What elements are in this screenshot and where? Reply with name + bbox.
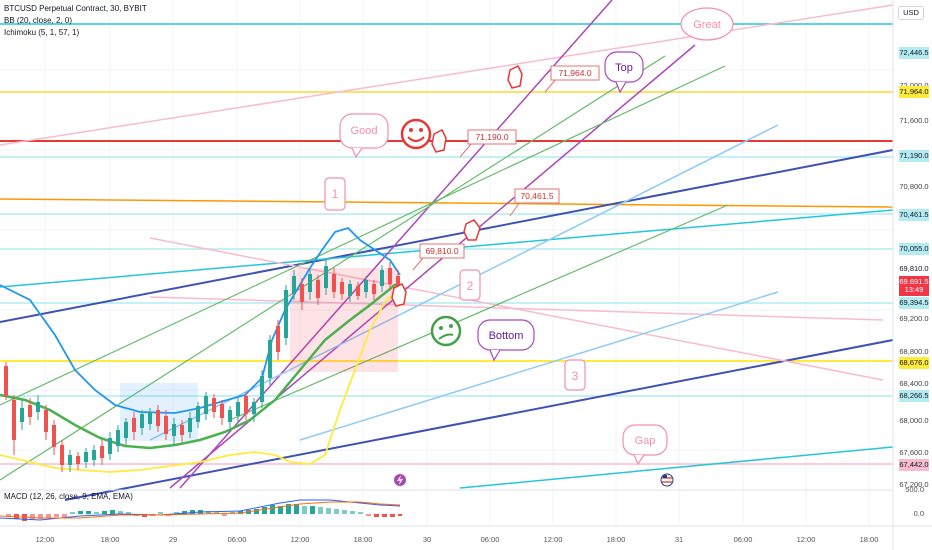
macd-indicator-legend[interactable]: MACD (12, 26, close, 9, EMA, EMA) bbox=[4, 492, 133, 501]
bb-indicator-legend[interactable]: BB (20, close, 2, 0) bbox=[4, 16, 73, 25]
time-axis-label: 06:00 bbox=[733, 535, 753, 544]
macd-line bbox=[0, 499, 401, 521]
callout-top[interactable]: Top bbox=[604, 51, 644, 94]
currency-button[interactable]: USD bbox=[898, 6, 924, 20]
target-label-71190[interactable]: 71,190.0 bbox=[459, 129, 517, 158]
svg-text:Good: Good bbox=[351, 125, 378, 137]
price-axis-label: 71,600.0 bbox=[899, 115, 929, 127]
price-axis-label: 71,964.0 bbox=[899, 86, 929, 98]
svg-text:2: 2 bbox=[467, 279, 474, 293]
price-axis-label: 69,394.5 bbox=[899, 297, 929, 309]
wave-label-2[interactable]: 2 bbox=[459, 269, 481, 301]
callout-bottom[interactable]: Bottom bbox=[477, 319, 535, 362]
trend-lines[interactable] bbox=[0, 0, 894, 501]
target-label-70461[interactable]: 70,461.5 bbox=[509, 188, 560, 217]
level-orange bbox=[0, 198, 894, 208]
ichimoku-yellow-line bbox=[0, 289, 401, 473]
price-axis-label: 68,800.0 bbox=[899, 346, 929, 358]
time-axis-label: 18:00 bbox=[100, 535, 120, 544]
macd-signal-line bbox=[0, 501, 401, 519]
time-axis-label: 18:00 bbox=[353, 535, 373, 544]
price-candles bbox=[4, 260, 400, 472]
time-axis-label: 30 bbox=[422, 535, 432, 544]
price-axis-label: 72,446.5 bbox=[899, 47, 929, 59]
price-axis-label: 70,461.5 bbox=[899, 209, 929, 221]
lightning-event-icon[interactable] bbox=[394, 474, 406, 486]
wave-label-1[interactable]: 1 bbox=[324, 177, 346, 211]
time-axis-label: 18:00 bbox=[859, 535, 879, 544]
price-axis-label: 13:49 bbox=[899, 284, 929, 296]
macd-axis-label: 0.0 bbox=[913, 509, 924, 518]
time-axis-label: 18:00 bbox=[606, 535, 626, 544]
callout-great[interactable]: Great bbox=[680, 7, 734, 41]
price-axis-label: 67,600.0 bbox=[899, 447, 929, 459]
time-axis-label: 12:00 bbox=[543, 535, 563, 544]
svg-text:70,461.5: 70,461.5 bbox=[520, 191, 553, 201]
time-axis-label: 31 bbox=[674, 535, 684, 544]
svg-text:71,190.0: 71,190.0 bbox=[475, 132, 508, 142]
callout-good[interactable]: Good bbox=[339, 113, 389, 159]
symbol-legend[interactable]: BTCUSD Perpetual Contract, 30, BYBIT bbox=[4, 4, 147, 13]
svg-text:1: 1 bbox=[332, 187, 339, 201]
price-axis-label: 70,800.0 bbox=[899, 181, 929, 193]
svg-text:3: 3 bbox=[572, 369, 579, 383]
horizontal-levels[interactable] bbox=[0, 23, 894, 465]
macd-pane[interactable] bbox=[0, 489, 893, 521]
time-axis-label: 06:00 bbox=[227, 535, 247, 544]
sad-face-icon bbox=[430, 315, 462, 347]
ichimoku-green-line bbox=[0, 281, 401, 450]
time-axis-label: 12:00 bbox=[290, 535, 310, 544]
target-label-69810[interactable]: 69,810.0 bbox=[412, 243, 465, 271]
price-axis-label: 69,810.0 bbox=[899, 263, 929, 275]
svg-text:Top: Top bbox=[615, 62, 633, 74]
svg-text:Great: Great bbox=[693, 19, 721, 31]
time-axis-label: 29 bbox=[168, 535, 178, 544]
ichimoku-indicator-legend[interactable]: Ichimoku (5, 1, 57, 1) bbox=[4, 28, 80, 37]
time-axis-label: 06:00 bbox=[480, 535, 500, 544]
price-axis-label: 67,200.0 bbox=[899, 479, 929, 491]
svg-text:69,810.0: 69,810.0 bbox=[425, 246, 458, 256]
macd-axis-label: 500.0 bbox=[905, 485, 924, 494]
price-axis-label: 67,442.0 bbox=[899, 459, 929, 471]
time-axis-label: 12:00 bbox=[796, 535, 816, 544]
time-axis-label: 12:00 bbox=[35, 535, 55, 544]
svg-text:71,964.0: 71,964.0 bbox=[558, 68, 591, 78]
thumb-pointer-icon bbox=[391, 64, 523, 307]
wave-label-3[interactable]: 3 bbox=[564, 359, 586, 391]
price-axis-label: 69,200.0 bbox=[899, 313, 929, 325]
svg-text:Bottom: Bottom bbox=[489, 330, 524, 342]
price-axis-label: 68,400.0 bbox=[899, 378, 929, 390]
target-label-71964[interactable]: 71,964.0 bbox=[544, 65, 600, 93]
price-axis-label: 68,000.0 bbox=[899, 415, 929, 427]
price-axis-label: 68,266.5 bbox=[899, 390, 929, 402]
price-axis-label: 70,055.0 bbox=[899, 243, 929, 255]
us-flag-event-icon[interactable] bbox=[660, 473, 674, 487]
smiley-face-icon bbox=[400, 118, 432, 150]
price-axis-label: 71,190.0 bbox=[899, 150, 929, 162]
callout-gap[interactable]: Gap bbox=[622, 424, 668, 466]
svg-text:Gap: Gap bbox=[635, 435, 656, 447]
price-axis-label: 68,676.0 bbox=[899, 357, 929, 369]
